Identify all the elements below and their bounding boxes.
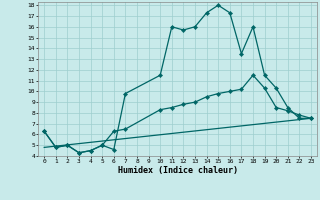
X-axis label: Humidex (Indice chaleur): Humidex (Indice chaleur) — [118, 166, 238, 175]
